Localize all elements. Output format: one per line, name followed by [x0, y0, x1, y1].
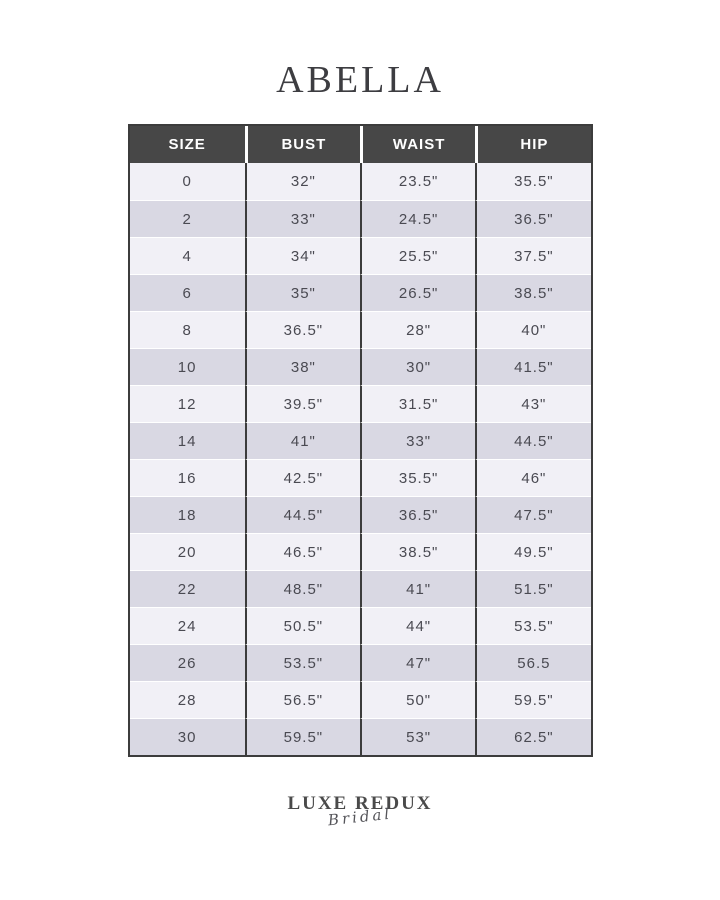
- measurement-cell: 33": [360, 422, 476, 459]
- measurement-cell: 23.5": [360, 163, 476, 200]
- size-cell: 30: [129, 718, 245, 755]
- measurement-cell: 38.5": [360, 533, 476, 570]
- table-row: 8 36.5" 28" 40": [129, 311, 591, 348]
- table-body: 0 32" 23.5" 35.5" 2 33" 24.5" 36.5" 4 34" 25.5" 37.…: [129, 163, 591, 755]
- size-cell: 12: [129, 385, 245, 422]
- table-row: 0 32" 23.5" 35.5": [129, 163, 591, 200]
- size-cell: 0: [129, 163, 245, 200]
- table-row: 12 39.5" 31.5" 43": [129, 385, 591, 422]
- measurement-cell: 47": [360, 644, 476, 681]
- measurement-cell: 56.5": [244, 681, 360, 718]
- measurement-cell: 41": [244, 422, 360, 459]
- measurement-cell: 56.5: [475, 644, 591, 681]
- measurement-cell: 28": [360, 311, 476, 348]
- table-row: 2 33" 24.5" 36.5": [129, 200, 591, 237]
- measurement-cell: 53.5": [244, 644, 360, 681]
- measurement-cell: 51.5": [475, 570, 591, 607]
- measurement-cell: 59.5": [244, 718, 360, 755]
- measurement-cell: 34": [244, 237, 360, 274]
- size-cell: 20: [129, 533, 245, 570]
- measurement-cell: 38": [244, 348, 360, 385]
- measurement-cell: 39.5": [244, 385, 360, 422]
- measurement-cell: 49.5": [475, 533, 591, 570]
- measurement-cell: 53": [360, 718, 476, 755]
- measurement-cell: 38.5": [475, 274, 591, 311]
- brand-name-text: LUXE REDUX: [287, 793, 433, 814]
- table-header: SIZE BUST WAIST HIP: [129, 126, 591, 163]
- measurement-cell: 37.5": [475, 237, 591, 274]
- table-row: 20 46.5" 38.5" 49.5": [129, 533, 591, 570]
- measurement-cell: 25.5": [360, 237, 476, 274]
- measurement-cell: 40": [475, 311, 591, 348]
- measurement-cell: 50.5": [244, 607, 360, 644]
- header-row: SIZE BUST WAIST HIP: [129, 126, 591, 163]
- table-row: 30 59.5" 53" 62.5": [129, 718, 591, 755]
- measurement-cell: 24.5": [360, 200, 476, 237]
- size-cell: 18: [129, 496, 245, 533]
- size-cell: 28: [129, 681, 245, 718]
- size-cell: 6: [129, 274, 245, 311]
- measurement-cell: 36.5": [244, 311, 360, 348]
- table-row: 6 35" 26.5" 38.5": [129, 274, 591, 311]
- measurement-cell: 44.5": [244, 496, 360, 533]
- size-chart-table: SIZE BUST WAIST HIP 0 32" 23.5" 35.5" 2 33" 24.5"…: [127, 124, 593, 757]
- size-cell: 16: [129, 459, 245, 496]
- table-row: 22 48.5" 41" 51.5": [129, 570, 591, 607]
- measurement-cell: 46.5": [244, 533, 360, 570]
- table-row: 4 34" 25.5" 37.5": [129, 237, 591, 274]
- measurement-cell: 35.5": [360, 459, 476, 496]
- table-row: 18 44.5" 36.5" 47.5": [129, 496, 591, 533]
- column-header-hip: HIP: [475, 126, 591, 163]
- measurement-cell: 32": [244, 163, 360, 200]
- measurement-cell: 41": [360, 570, 476, 607]
- measurement-cell: 62.5": [475, 718, 591, 755]
- measurement-cell: 53.5": [475, 607, 591, 644]
- column-header-size: SIZE: [129, 126, 245, 163]
- page-title: ABELLA: [276, 59, 444, 101]
- size-cell: 2: [129, 200, 245, 237]
- measurement-cell: 26.5": [360, 274, 476, 311]
- table-row: 26 53.5" 47" 56.5: [129, 644, 591, 681]
- column-header-bust: BUST: [244, 126, 360, 163]
- measurement-cell: 36.5": [475, 200, 591, 237]
- measurement-cell: 36.5": [360, 496, 476, 533]
- measurement-cell: 41.5": [475, 348, 591, 385]
- table-row: 24 50.5" 44" 53.5": [129, 607, 591, 644]
- size-cell: 14: [129, 422, 245, 459]
- table-row: 28 56.5" 50" 59.5": [129, 681, 591, 718]
- measurement-cell: 30": [360, 348, 476, 385]
- size-cell: 4: [129, 237, 245, 274]
- measurement-cell: 46": [475, 459, 591, 496]
- size-cell: 24: [129, 607, 245, 644]
- measurement-cell: 50": [360, 681, 476, 718]
- table-row: 14 41" 33" 44.5": [129, 422, 591, 459]
- size-cell: 8: [129, 311, 245, 348]
- measurement-cell: 59.5": [475, 681, 591, 718]
- measurement-cell: 33": [244, 200, 360, 237]
- footer-logo: LUXE REDUX Bridal: [0, 793, 720, 829]
- measurement-cell: 44.5": [475, 422, 591, 459]
- table-row: 16 42.5" 35.5" 46": [129, 459, 591, 496]
- measurement-cell: 43": [475, 385, 591, 422]
- measurement-cell: 48.5": [244, 570, 360, 607]
- table-row: 10 38" 30" 41.5": [129, 348, 591, 385]
- measurement-cell: 35": [244, 274, 360, 311]
- size-cell: 10: [129, 348, 245, 385]
- measurement-cell: 42.5": [244, 459, 360, 496]
- measurement-cell: 47.5": [475, 496, 591, 533]
- measurement-cell: 44": [360, 607, 476, 644]
- measurement-cell: 35.5": [475, 163, 591, 200]
- brand-script-text: Bridal: [327, 804, 393, 830]
- size-cell: 26: [129, 644, 245, 681]
- measurement-cell: 31.5": [360, 385, 476, 422]
- size-cell: 22: [129, 570, 245, 607]
- column-header-waist: WAIST: [360, 126, 476, 163]
